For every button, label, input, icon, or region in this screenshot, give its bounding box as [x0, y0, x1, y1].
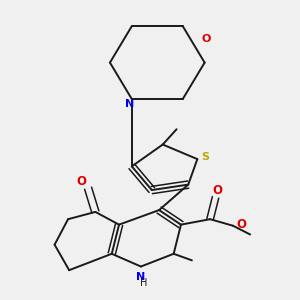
Text: S: S [201, 152, 209, 162]
Text: O: O [202, 34, 211, 44]
Text: O: O [76, 175, 86, 188]
Text: N: N [136, 272, 146, 282]
Text: H: H [140, 278, 148, 288]
Text: O: O [212, 184, 222, 197]
Text: N: N [125, 100, 135, 110]
Text: O: O [237, 218, 247, 231]
